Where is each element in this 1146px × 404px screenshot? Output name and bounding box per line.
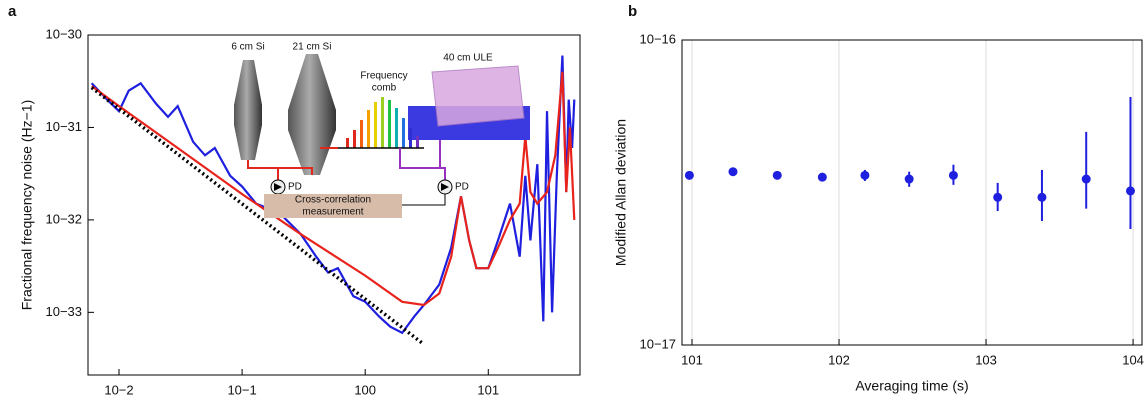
x-tick-label: 103	[975, 352, 997, 367]
data-point	[817, 172, 827, 182]
data-point	[1037, 192, 1047, 202]
plot-frame	[87, 34, 581, 376]
data-point	[772, 170, 782, 180]
y-tick-label: 10−30	[45, 26, 82, 41]
purple-fiber	[399, 140, 446, 180]
x-tick-label: 102	[828, 352, 850, 367]
data-point	[684, 170, 694, 180]
cavity-6cm	[234, 60, 262, 160]
y-tick-label: 10−31	[45, 119, 82, 134]
annotation: 6 cm Si	[231, 42, 264, 53]
correlator-box	[264, 194, 402, 218]
y-tick-label: 10−17	[639, 336, 676, 351]
data-point	[1125, 186, 1135, 196]
comb-lines	[338, 97, 424, 149]
x-axis-label: Averaging time (s)	[855, 378, 968, 394]
y-tick-label: 10−33	[45, 304, 82, 319]
data-point	[948, 170, 958, 180]
data-point	[993, 192, 1003, 202]
data-point	[728, 167, 738, 177]
annotation: Frequency	[360, 71, 407, 82]
annotation: measurement	[302, 207, 363, 218]
plot-frame	[681, 39, 1143, 346]
y-tick-label: 10−32	[45, 211, 82, 226]
series-line	[90, 55, 576, 335]
ule-cavity	[431, 65, 525, 127]
x-tick-label: 10−2	[104, 382, 133, 397]
x-tick-label: 101	[681, 352, 703, 367]
setup-diagram: 6 cm Si 21 cm Si Frequency comb 40 cm UL…	[231, 42, 530, 218]
data-point	[904, 174, 914, 184]
data-point	[1081, 174, 1091, 184]
data-point	[860, 170, 870, 180]
annotation: PD	[455, 182, 469, 193]
y-tick-label: 10−16	[639, 31, 676, 46]
panel-label: a	[8, 3, 17, 20]
y-axis-label: Modified Allan deviation	[613, 119, 629, 266]
x-tick-label: 101	[477, 382, 499, 397]
red-fiber	[247, 147, 338, 180]
series-line	[91, 71, 576, 307]
annotation: comb	[372, 83, 397, 94]
annotation: 21 cm Si	[293, 42, 332, 53]
panel-label: b	[628, 3, 637, 20]
x-tick-label: 10−1	[227, 382, 256, 397]
y-axis-label: Fractional frequency noise (Hz−1)	[19, 100, 35, 311]
annotation: 40 cm ULE	[443, 53, 493, 64]
x-tick-label: 104	[1122, 352, 1144, 367]
annotation: PD	[288, 182, 302, 193]
cavity-21cm	[288, 54, 336, 175]
annotation: Cross-correlation	[295, 195, 371, 206]
x-tick-label: 100	[354, 382, 376, 397]
